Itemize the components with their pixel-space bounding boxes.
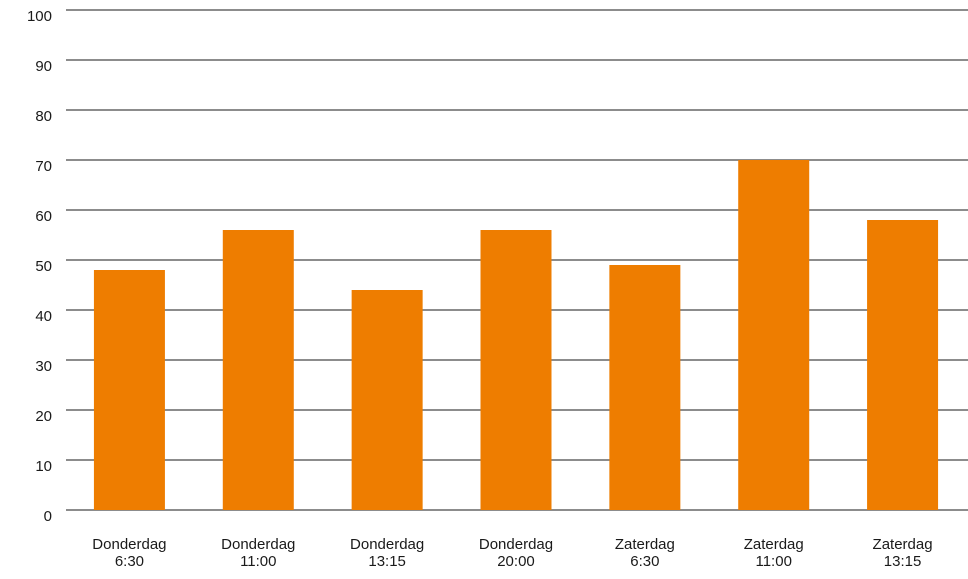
y-tick-label-80: 80 [35,108,52,125]
y-tick-label-0: 0 [44,508,52,525]
x-tick-label-4-line-0: Zaterdag [615,536,675,553]
bar-4 [609,265,681,510]
x-tick-label-5-line-1: 11:00 [755,553,791,570]
x-tick-label-4: Zaterdag 6:30 [615,536,675,570]
y-axis-tick-labels: 0 10 20 30 40 50 60 70 80 90 100 [27,8,52,525]
x-tick-label-5: Zaterdag 11:00 [744,536,804,570]
x-tick-label-0-line-1: 6:30 [115,553,144,570]
x-tick-label-2: Donderdag 13:15 [350,536,424,570]
x-tick-label-3: Donderdag 20:00 [479,536,553,570]
bar-2 [351,290,423,510]
bar-6 [867,220,939,510]
x-tick-label-4-line-1: 6:30 [630,553,659,570]
x-tick-label-1: Donderdag 11:00 [221,536,295,570]
x-tick-label-2-line-1: 13:15 [368,553,406,570]
bar-3 [480,230,552,510]
y-tick-label-60: 60 [35,208,52,225]
x-tick-label-6-line-0: Zaterdag [873,536,933,553]
x-tick-label-5-line-0: Zaterdag [744,536,804,553]
x-tick-label-6: Zaterdag 13:15 [873,536,933,570]
x-tick-label-3-line-1: 20:00 [497,553,535,570]
y-tick-label-40: 40 [35,308,52,325]
bar-5 [738,160,810,510]
y-tick-label-20: 20 [35,408,52,425]
x-tick-label-6-line-1: 13:15 [884,553,922,570]
bar-0 [93,270,165,510]
bar-1 [222,230,294,510]
bars [93,160,939,510]
y-tick-label-100: 100 [27,8,52,25]
x-tick-label-3-line-0: Donderdag [479,536,553,553]
y-tick-label-30: 30 [35,358,52,375]
x-tick-label-0-line-0: Donderdag [92,536,166,553]
y-tick-label-90: 90 [35,58,52,75]
y-tick-label-10: 10 [35,458,52,475]
x-tick-label-1-line-1: 11:00 [240,553,276,570]
y-tick-label-70: 70 [35,158,52,175]
x-tick-label-2-line-0: Donderdag [350,536,424,553]
y-tick-label-50: 50 [35,258,52,275]
x-tick-label-0: Donderdag 6:30 [92,536,166,570]
x-tick-label-1-line-0: Donderdag [221,536,295,553]
